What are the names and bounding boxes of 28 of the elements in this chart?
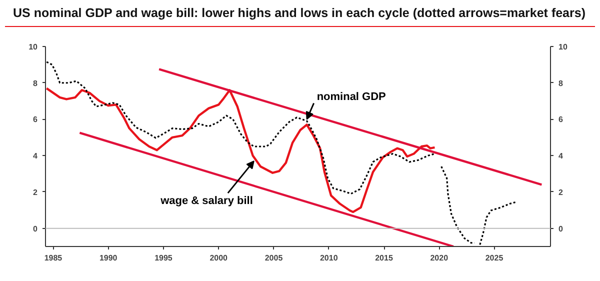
line-series <box>46 87 436 214</box>
y2-tick-label: 10 <box>558 42 568 52</box>
x-tick-label: 1990 <box>99 254 118 262</box>
line-series <box>479 201 518 246</box>
x-tick-label: 2015 <box>375 254 394 262</box>
y-tick-label: 6 <box>33 115 38 124</box>
y-tick-label: 0 <box>33 224 38 234</box>
y-tick-label: 2 <box>33 188 38 197</box>
y-tick-label: 4 <box>33 152 38 161</box>
y2-tick-label: 0 <box>558 224 564 234</box>
x-tick-label: 1985 <box>44 254 63 262</box>
x-tick-label: 2000 <box>210 254 228 262</box>
y2-tick-label: 4 <box>558 152 564 161</box>
line-series <box>440 166 476 244</box>
line-series <box>46 61 436 195</box>
x-tick-label: 2005 <box>264 254 284 262</box>
y2-tick-label: 2 <box>558 188 564 197</box>
annotation: wage & salary bill <box>160 195 253 208</box>
y2-tick-label: 6 <box>558 115 564 124</box>
annotation: nominal GDP <box>316 91 386 104</box>
x-tick-label: 2010 <box>320 254 338 262</box>
y-tick-label: 10 <box>28 42 38 52</box>
y2-tick-label: 8 <box>558 78 564 88</box>
y-tick-label: 8 <box>33 78 38 88</box>
x-tick-label: 1995 <box>154 254 173 262</box>
x-tick-label: 2020 <box>430 254 449 262</box>
x-tick-label: 2025 <box>485 254 504 262</box>
chart-title: US nominal GDP and wage bill: lower highs and lows in each cycle (dotted arrows=market fears) <box>13 5 586 22</box>
